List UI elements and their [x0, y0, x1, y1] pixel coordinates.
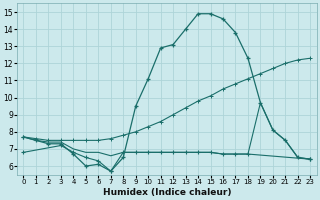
X-axis label: Humidex (Indice chaleur): Humidex (Indice chaleur) [103, 188, 231, 197]
